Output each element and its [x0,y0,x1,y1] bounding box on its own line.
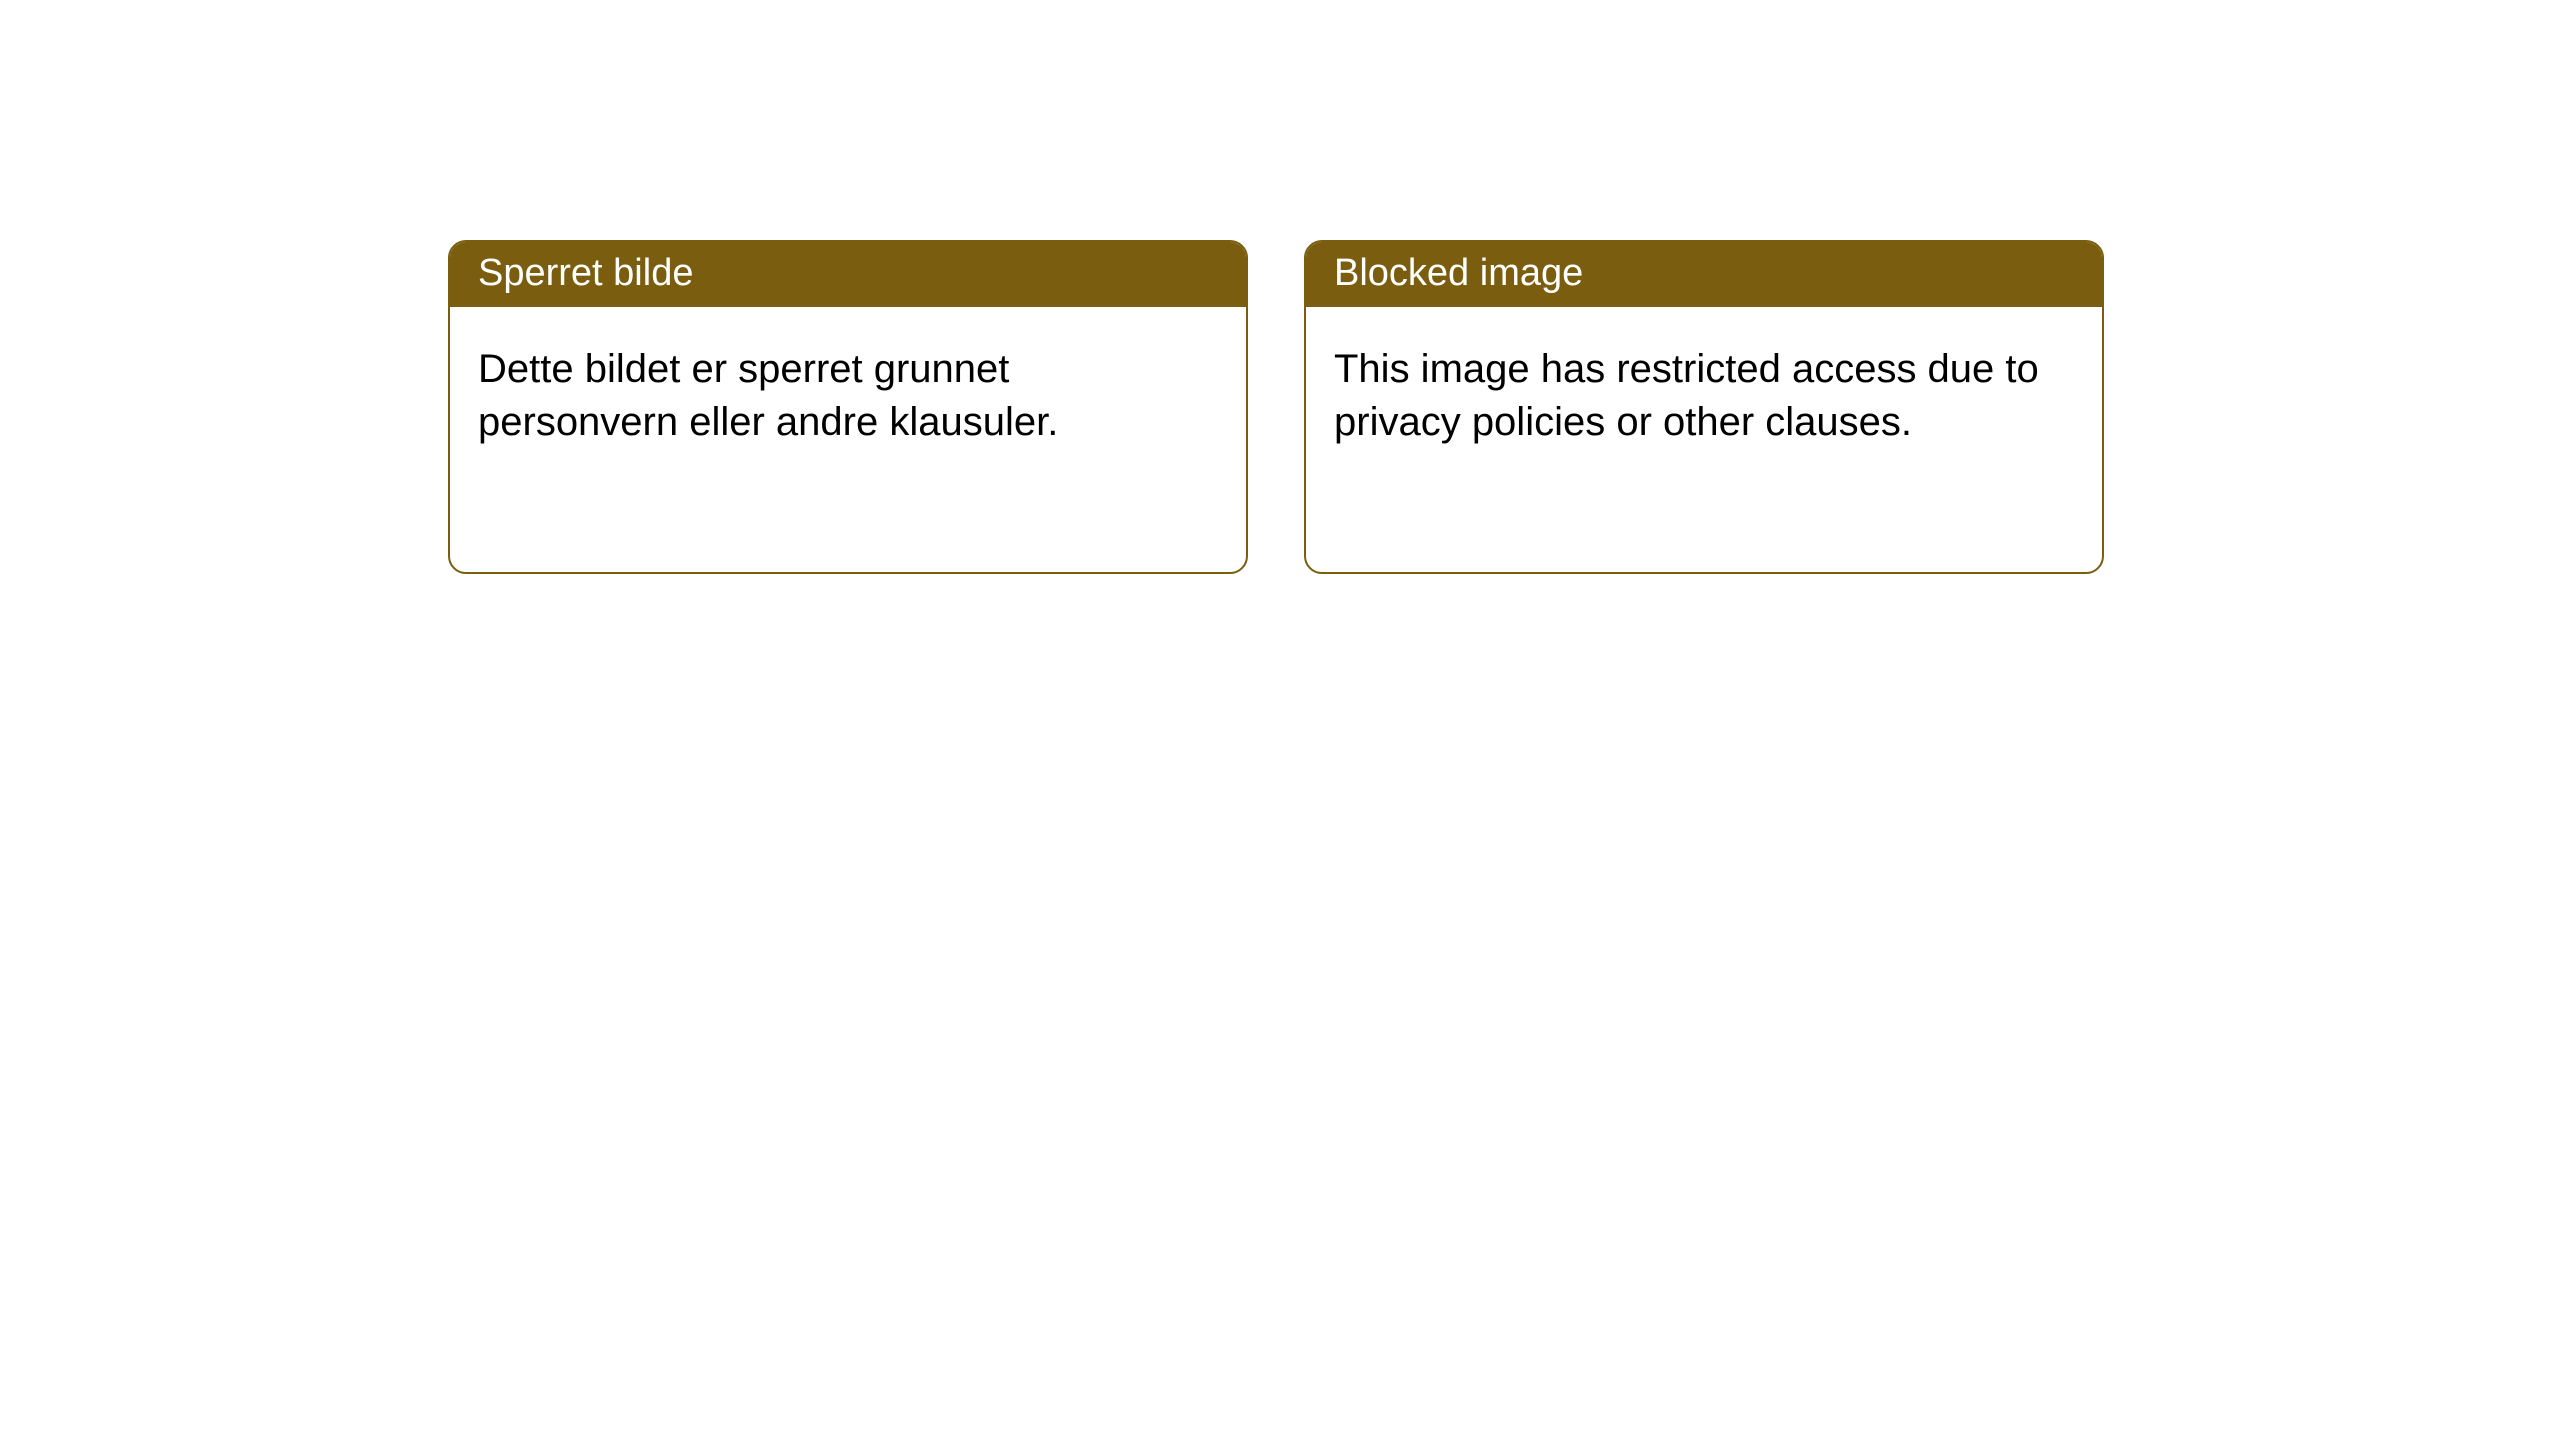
notice-body-text: Dette bildet er sperret grunnet personve… [478,347,1058,444]
notice-title: Sperret bilde [478,252,693,294]
notice-container: Sperret bilde Dette bildet er sperret gr… [0,0,2560,574]
notice-body: Dette bildet er sperret grunnet personve… [450,307,1246,477]
notice-title: Blocked image [1334,252,1583,294]
notice-card-norwegian: Sperret bilde Dette bildet er sperret gr… [448,240,1248,574]
notice-body-text: This image has restricted access due to … [1334,347,2039,444]
notice-body: This image has restricted access due to … [1306,307,2102,477]
notice-card-english: Blocked image This image has restricted … [1304,240,2104,574]
notice-header: Blocked image [1306,242,2102,307]
notice-header: Sperret bilde [450,242,1246,307]
